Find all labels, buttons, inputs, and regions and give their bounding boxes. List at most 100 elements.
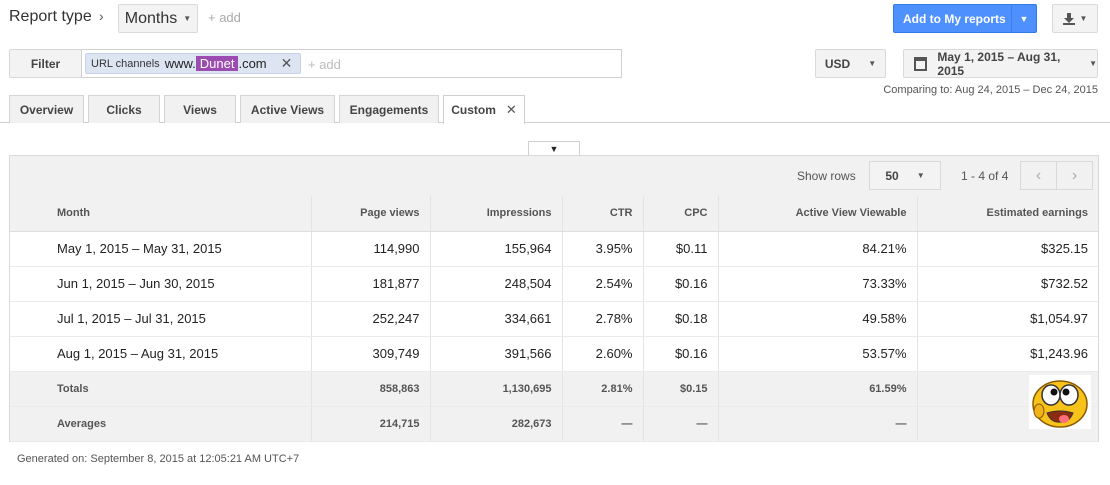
averages-ctr: — [562, 406, 644, 442]
cell-ctr: 2.54% [562, 266, 644, 302]
comparing-text: Comparing to: Aug 24, 2015 – Dec 24, 201… [883, 84, 1098, 96]
column-header-cpc[interactable]: CPC [643, 196, 719, 232]
chevron-down-icon: ▼ [916, 171, 925, 180]
cell-ctr: 2.78% [562, 301, 644, 337]
cell-page-views: 114,990 [311, 231, 431, 267]
totals-impressions: 1,130,695 [430, 371, 563, 407]
remove-chip-icon[interactable]: ✕ [280, 55, 293, 71]
averages-cpc: — [643, 406, 719, 442]
date-range-dropdown[interactable]: May 1, 2015 – Aug 31, 2015 ▼ [903, 49, 1098, 78]
filter-chip: URL channels www. Dunet .com ✕ [85, 53, 301, 74]
chip-value: www. Dunet .com [165, 56, 267, 71]
cell-impressions: 248,504 [430, 266, 563, 302]
column-header-active-view-viewable[interactable]: Active View Viewable [718, 196, 918, 232]
filter-field[interactable]: URL channels www. Dunet .com ✕ + add [81, 49, 622, 78]
averages-active-view: — [718, 406, 918, 442]
rows-per-page-value: 50 [885, 168, 899, 183]
months-dropdown[interactable]: Months ▼ [118, 4, 198, 33]
chevron-down-icon: ▼ [868, 59, 877, 68]
tab-overview[interactable]: Overview [9, 95, 84, 123]
collapse-chart-toggle[interactable]: ▼ [528, 141, 580, 156]
cell-impressions: 155,964 [430, 231, 563, 267]
cell-cpc: $0.11 [643, 231, 719, 267]
cell-cpc: $0.18 [643, 301, 719, 337]
cell-month: Aug 1, 2015 – Aug 31, 2015 [10, 336, 312, 372]
cell-earnings: $1,243.96 [917, 336, 1098, 372]
currency-dropdown[interactable]: USD ▼ [815, 49, 886, 78]
cell-active-view: 49.58% [718, 301, 918, 337]
cell-page-views: 252,247 [311, 301, 431, 337]
cell-earnings: $732.52 [917, 266, 1098, 302]
download-button[interactable]: ▼ [1052, 4, 1098, 33]
breadcrumb-chevron-icon: › [99, 8, 104, 24]
chevron-left-icon: ‹ [1035, 166, 1042, 184]
tab-views[interactable]: Views [164, 95, 236, 123]
chip-highlight: Dunet [195, 56, 239, 71]
add-to-my-reports-button[interactable]: Add to My reports ▼ [893, 4, 1037, 33]
calendar-icon [914, 56, 928, 71]
cell-impressions: 391,566 [430, 336, 563, 372]
cell-month: Jul 1, 2015 – Jul 31, 2015 [10, 301, 312, 337]
rows-per-page-dropdown[interactable]: 50 ▼ [869, 161, 941, 190]
totals-label: Totals [10, 371, 312, 407]
table-row: May 1, 2015 – May 31, 2015 114,990 155,9… [10, 231, 1098, 267]
report-type-label: Report type [9, 8, 92, 25]
chip-suffix: .com [238, 56, 267, 71]
chevron-down-icon: ▼ [183, 14, 192, 23]
table-row: Aug 1, 2015 – Aug 31, 2015 309,749 391,5… [10, 336, 1098, 372]
generated-timestamp: Generated on: September 8, 2015 at 12:05… [17, 453, 300, 465]
totals-ctr: 2.81% [562, 371, 644, 407]
averages-label: Averages [10, 406, 312, 442]
chevron-down-icon: ▼ [1089, 59, 1097, 68]
tab-active-views[interactable]: Active Views [240, 95, 335, 123]
date-range-label: May 1, 2015 – Aug 31, 2015 [937, 49, 1061, 78]
cell-month: Jun 1, 2015 – Jun 30, 2015 [10, 266, 312, 302]
chevron-down-icon: ▼ [1079, 14, 1088, 23]
cell-earnings: $1,054.97 [917, 301, 1098, 337]
column-header-page-views[interactable]: Page views [311, 196, 431, 232]
tab-clicks[interactable]: Clicks [88, 95, 160, 123]
column-header-month[interactable]: Month [10, 196, 312, 232]
triangle-down-icon: ▼ [549, 144, 559, 154]
table-row: Jun 1, 2015 – Jun 30, 2015 181,877 248,5… [10, 266, 1098, 302]
months-label: Months [124, 9, 178, 27]
column-header-estimated-earnings[interactable]: Estimated earnings [917, 196, 1098, 232]
totals-active-view: 61.59% [718, 371, 918, 407]
show-rows-label: Show rows [797, 169, 856, 183]
table-header-row: Month Page views Impressions CTR CPC Act… [10, 196, 1098, 232]
chevron-down-icon[interactable]: ▼ [1011, 5, 1036, 32]
column-header-ctr[interactable]: CTR [562, 196, 644, 232]
chip-label: URL channels [91, 57, 160, 70]
cell-earnings: $325.15 [917, 231, 1098, 267]
tab-custom[interactable]: Custom ✕ [443, 95, 525, 124]
emoji-sticker-icon [1029, 375, 1091, 429]
report-table: Month Page views Impressions CTR CPC Act… [10, 196, 1098, 442]
cell-cpc: $0.16 [643, 336, 719, 372]
averages-row: Averages 214,715 282,673 — — — [10, 406, 1098, 442]
tab-engagements[interactable]: Engagements [339, 95, 439, 123]
close-icon[interactable]: ✕ [505, 102, 517, 117]
currency-label: USD [824, 56, 851, 71]
averages-impressions: 282,673 [430, 406, 563, 442]
tab-bar-divider [0, 122, 1110, 123]
cell-ctr: 2.60% [562, 336, 644, 372]
cell-ctr: 3.95% [562, 231, 644, 267]
cell-active-view: 53.57% [718, 336, 918, 372]
cell-active-view: 84.21% [718, 231, 918, 267]
totals-row: Totals 858,863 1,130,695 2.81% $0.15 61.… [10, 371, 1098, 407]
filter-add-link[interactable]: + add [308, 57, 341, 72]
pagination-range: 1 - 4 of 4 [961, 169, 1009, 183]
cell-page-views: 309,749 [311, 336, 431, 372]
totals-cpc: $0.15 [643, 371, 719, 407]
tab-custom-label: Custom [451, 103, 496, 117]
cell-cpc: $0.16 [643, 266, 719, 302]
cell-month: May 1, 2015 – May 31, 2015 [10, 231, 312, 267]
filter-button[interactable]: Filter [9, 49, 82, 78]
table-row: Jul 1, 2015 – Jul 31, 2015 252,247 334,6… [10, 301, 1098, 337]
download-icon [1062, 12, 1075, 25]
next-page-button[interactable]: › [1056, 161, 1093, 190]
column-header-impressions[interactable]: Impressions [430, 196, 563, 232]
prev-page-button[interactable]: ‹ [1020, 161, 1057, 190]
cell-active-view: 73.33% [718, 266, 918, 302]
add-dimension-link[interactable]: + add [208, 10, 241, 25]
